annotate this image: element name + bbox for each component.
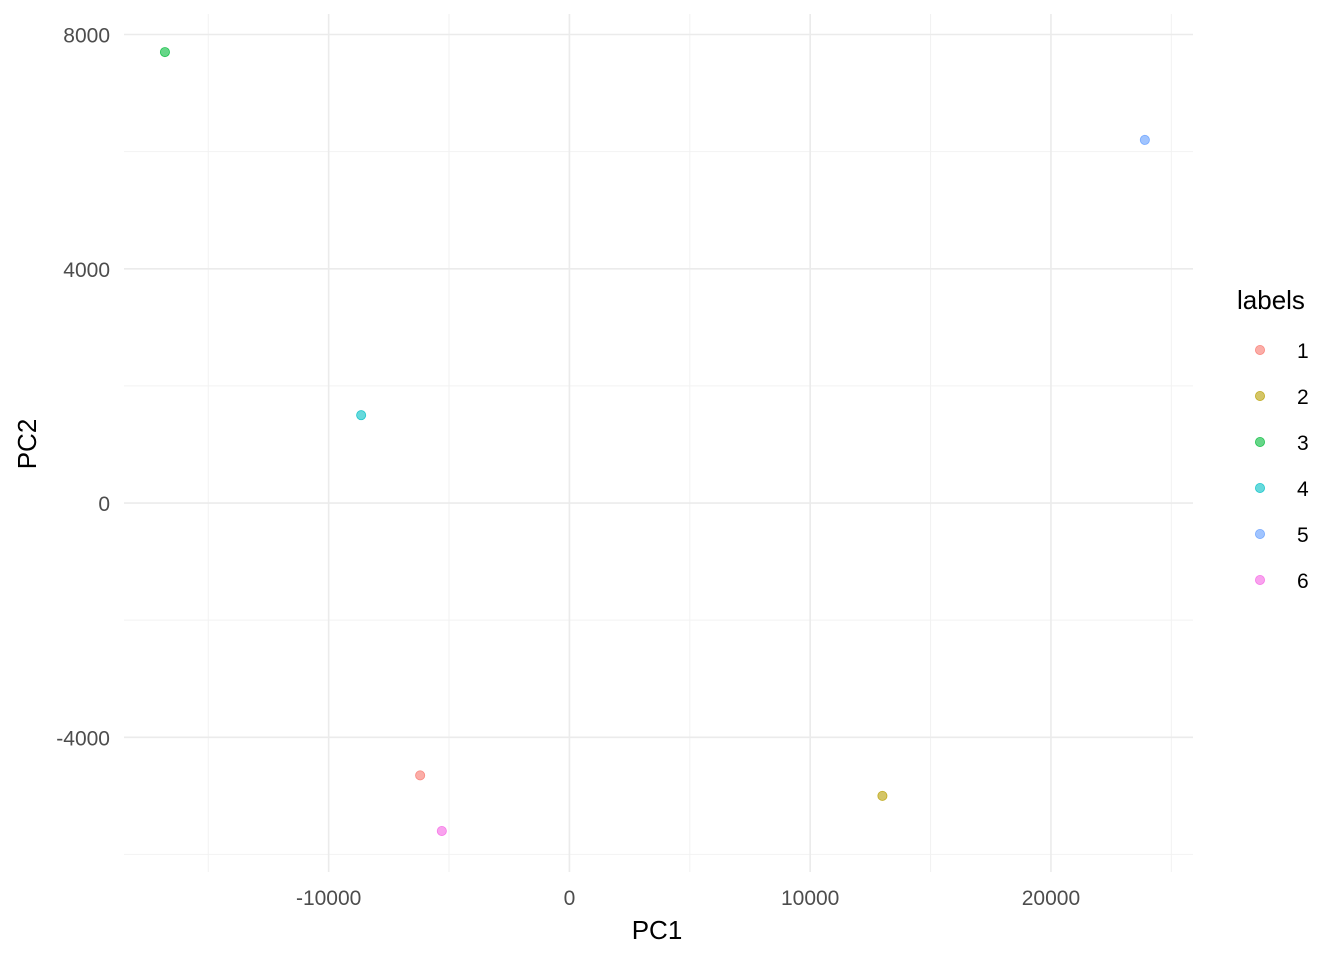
data-point-label-2 xyxy=(878,791,887,800)
data-point-label-6 xyxy=(437,826,446,835)
legend-key-6 xyxy=(1255,575,1264,584)
legend-key-3 xyxy=(1255,437,1264,446)
y-tick-label: 0 xyxy=(98,493,110,516)
y-axis-tick-labels: -4000 0 4000 8000 xyxy=(56,24,110,750)
x-tick-label: 10000 xyxy=(781,887,839,910)
legend-label-1: 1 xyxy=(1297,340,1309,363)
legend-items: 1 2 3 4 5 6 xyxy=(1255,340,1309,593)
legend-label-6: 6 xyxy=(1297,570,1309,593)
x-tick-label: 20000 xyxy=(1022,887,1080,910)
legend-key-4 xyxy=(1255,483,1264,492)
x-tick-label: 0 xyxy=(564,887,576,910)
legend-title: labels xyxy=(1237,285,1305,315)
y-axis-title: PC2 xyxy=(12,419,42,470)
x-axis-tick-labels: -10000 0 10000 20000 xyxy=(296,887,1080,910)
y-tick-label: 8000 xyxy=(63,24,110,47)
legend-label-4: 4 xyxy=(1297,478,1309,501)
y-tick-label: -4000 xyxy=(56,727,110,750)
data-points xyxy=(160,47,1149,835)
y-tick-label: 4000 xyxy=(63,259,110,282)
data-point-label-3 xyxy=(160,47,169,56)
data-point-label-1 xyxy=(416,771,425,780)
legend-label-5: 5 xyxy=(1297,524,1309,547)
x-axis-title: PC1 xyxy=(632,915,683,945)
data-point-label-5 xyxy=(1140,135,1149,144)
x-tick-label: -10000 xyxy=(296,887,361,910)
legend: labels 1 2 3 4 5 6 xyxy=(1237,285,1309,593)
legend-key-1 xyxy=(1255,345,1264,354)
major-gridlines xyxy=(124,14,1193,872)
data-point-label-4 xyxy=(357,411,366,420)
minor-gridlines xyxy=(124,14,1193,872)
legend-label-3: 3 xyxy=(1297,432,1309,455)
legend-key-5 xyxy=(1255,529,1264,538)
legend-label-2: 2 xyxy=(1297,386,1309,409)
legend-key-2 xyxy=(1255,391,1264,400)
